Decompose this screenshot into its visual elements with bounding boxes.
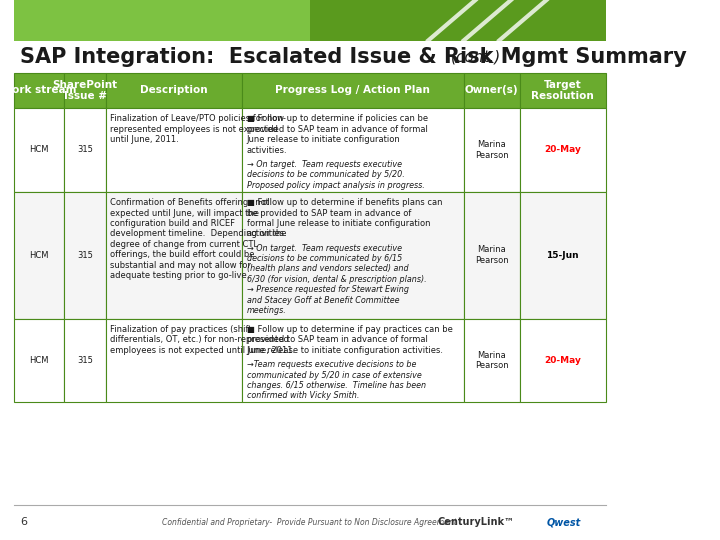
- Bar: [242, 192, 464, 319]
- Text: Qwest: Qwest: [547, 517, 581, 527]
- Text: Work stream: Work stream: [1, 85, 77, 96]
- Bar: [64, 73, 106, 108]
- Bar: [106, 73, 242, 108]
- Text: 6: 6: [20, 517, 27, 527]
- Bar: [310, 0, 606, 40]
- Text: Marina
Pearson: Marina Pearson: [475, 351, 508, 370]
- Text: ■ Follow up to determine if pay practices can be
provided to SAP team in advance: ■ Follow up to determine if pay practice…: [246, 325, 452, 355]
- Bar: [14, 0, 606, 40]
- Bar: [14, 73, 64, 108]
- Text: Marina
Pearson: Marina Pearson: [475, 246, 508, 265]
- Text: →Team requests executive decisions to be
communicated by 5/20 in case of extensi: →Team requests executive decisions to be…: [246, 360, 426, 400]
- Bar: [14, 108, 64, 192]
- Bar: [242, 108, 464, 192]
- Bar: [520, 192, 606, 319]
- Bar: [242, 73, 464, 108]
- Text: 315: 315: [77, 251, 93, 260]
- Bar: [242, 319, 464, 402]
- Bar: [464, 108, 520, 192]
- Bar: [64, 319, 106, 402]
- Bar: [64, 108, 106, 192]
- Text: → On target.  Team requests executive
decisions to be communicated by 6/15
(heal: → On target. Team requests executive dec…: [246, 244, 426, 315]
- Text: Confidential and Proprietary-  Provide Pursuant to Non Disclosure Agreement: Confidential and Proprietary- Provide Pu…: [163, 518, 457, 526]
- Text: HCM: HCM: [30, 145, 49, 154]
- Bar: [14, 319, 64, 402]
- Text: Description: Description: [140, 85, 207, 96]
- Text: (cont.): (cont.): [451, 49, 501, 64]
- Text: HCM: HCM: [30, 356, 49, 365]
- Bar: [106, 192, 242, 319]
- Text: Finalization of pay practices (shift
differentials, OT, etc.) for non-represente: Finalization of pay practices (shift dif…: [110, 325, 296, 355]
- Bar: [464, 319, 520, 402]
- Bar: [106, 108, 242, 192]
- Text: 15-Jun: 15-Jun: [546, 251, 579, 260]
- Bar: [464, 192, 520, 319]
- Text: → On target.  Team requests executive
decisions to be communicated by 5/20.
Prop: → On target. Team requests executive dec…: [246, 160, 424, 190]
- Text: Confirmation of Benefits offerings not
expected until June, will impact the
conf: Confirmation of Benefits offerings not e…: [110, 198, 287, 280]
- Bar: [64, 192, 106, 319]
- Text: ■ Follow up to determine if benefits plans can
be provided to SAP team in advanc: ■ Follow up to determine if benefits pla…: [246, 198, 442, 238]
- Text: CenturyLink™: CenturyLink™: [437, 517, 514, 527]
- Text: Finalization of Leave/PTO policies for non-
represented employees is not expecte: Finalization of Leave/PTO policies for n…: [110, 114, 287, 144]
- Text: ■ Follow up to determine if policies can be
provided to SAP team in advance of f: ■ Follow up to determine if policies can…: [246, 114, 428, 154]
- Text: 315: 315: [77, 145, 93, 154]
- Bar: [464, 73, 520, 108]
- Text: HCM: HCM: [30, 251, 49, 260]
- Bar: [520, 319, 606, 402]
- Bar: [520, 108, 606, 192]
- Text: Target
Resolution: Target Resolution: [531, 79, 594, 102]
- Text: 20-May: 20-May: [544, 356, 581, 365]
- Bar: [14, 192, 64, 319]
- Bar: [520, 73, 606, 108]
- Text: 315: 315: [77, 356, 93, 365]
- Text: Marina
Pearson: Marina Pearson: [475, 140, 508, 159]
- Text: Progress Log / Action Plan: Progress Log / Action Plan: [275, 85, 430, 96]
- Text: Owner(s): Owner(s): [465, 85, 518, 96]
- Text: 20-May: 20-May: [544, 145, 581, 154]
- Bar: [106, 319, 242, 402]
- Text: SAP Integration:  Escalated Issue & Risk Mgmt Summary: SAP Integration: Escalated Issue & Risk …: [20, 46, 687, 67]
- Text: SharePoint
Issue #: SharePoint Issue #: [53, 79, 117, 102]
